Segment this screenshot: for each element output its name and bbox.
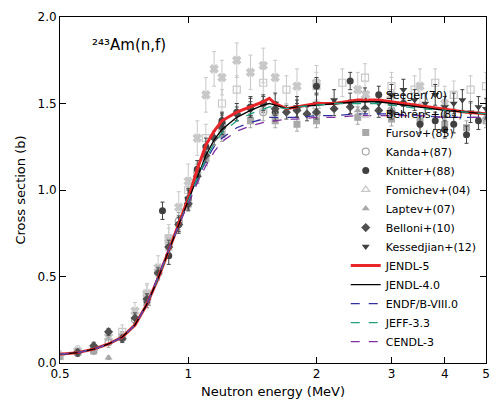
svg-text:Belloni+(10): Belloni+(10) (386, 222, 455, 235)
svg-text:JENDL-5: JENDL-5 (385, 260, 430, 273)
svg-text:2.0: 2.0 (38, 10, 57, 24)
svg-text:Laptev+(07): Laptev+(07) (386, 203, 455, 216)
svg-text:Cross section (b): Cross section (b) (13, 135, 28, 244)
svg-text:Kanda+(87): Kanda+(87) (386, 146, 452, 159)
svg-text:ENDF/B-VIII.0: ENDF/B-VIII.0 (386, 298, 458, 311)
svg-text:2: 2 (313, 367, 321, 381)
svg-text:Kessedjian+(12): Kessedjian+(12) (386, 241, 476, 254)
svg-text:0.5: 0.5 (38, 270, 57, 284)
svg-text:5: 5 (482, 367, 490, 381)
svg-text:JENDL-4.0: JENDL-4.0 (385, 279, 440, 292)
svg-text:Behrens+(81): Behrens+(81) (386, 108, 463, 121)
svg-text:Seeger(70): Seeger(70) (386, 89, 447, 102)
svg-text:Neutron energy (MeV): Neutron energy (MeV) (201, 384, 345, 399)
svg-text:Fomichev+(04): Fomichev+(04) (386, 184, 471, 197)
svg-text:4: 4 (441, 367, 449, 381)
svg-text:1: 1 (184, 367, 192, 381)
svg-text:1.5: 1.5 (38, 97, 57, 111)
svg-text:Fursov+(85): Fursov+(85) (386, 127, 454, 140)
svg-text:JEFF-3.3: JEFF-3.3 (385, 317, 430, 330)
svg-text:Knitter+(88): Knitter+(88) (386, 165, 455, 178)
svg-text:0.5: 0.5 (50, 367, 69, 381)
svg-text:1.0: 1.0 (38, 183, 57, 197)
svg-text:3: 3 (388, 367, 396, 381)
svg-text:²⁴³Am(n,f): ²⁴³Am(n,f) (92, 36, 166, 54)
svg-text:0.0: 0.0 (38, 356, 57, 370)
svg-text:CENDL-3: CENDL-3 (386, 336, 434, 349)
